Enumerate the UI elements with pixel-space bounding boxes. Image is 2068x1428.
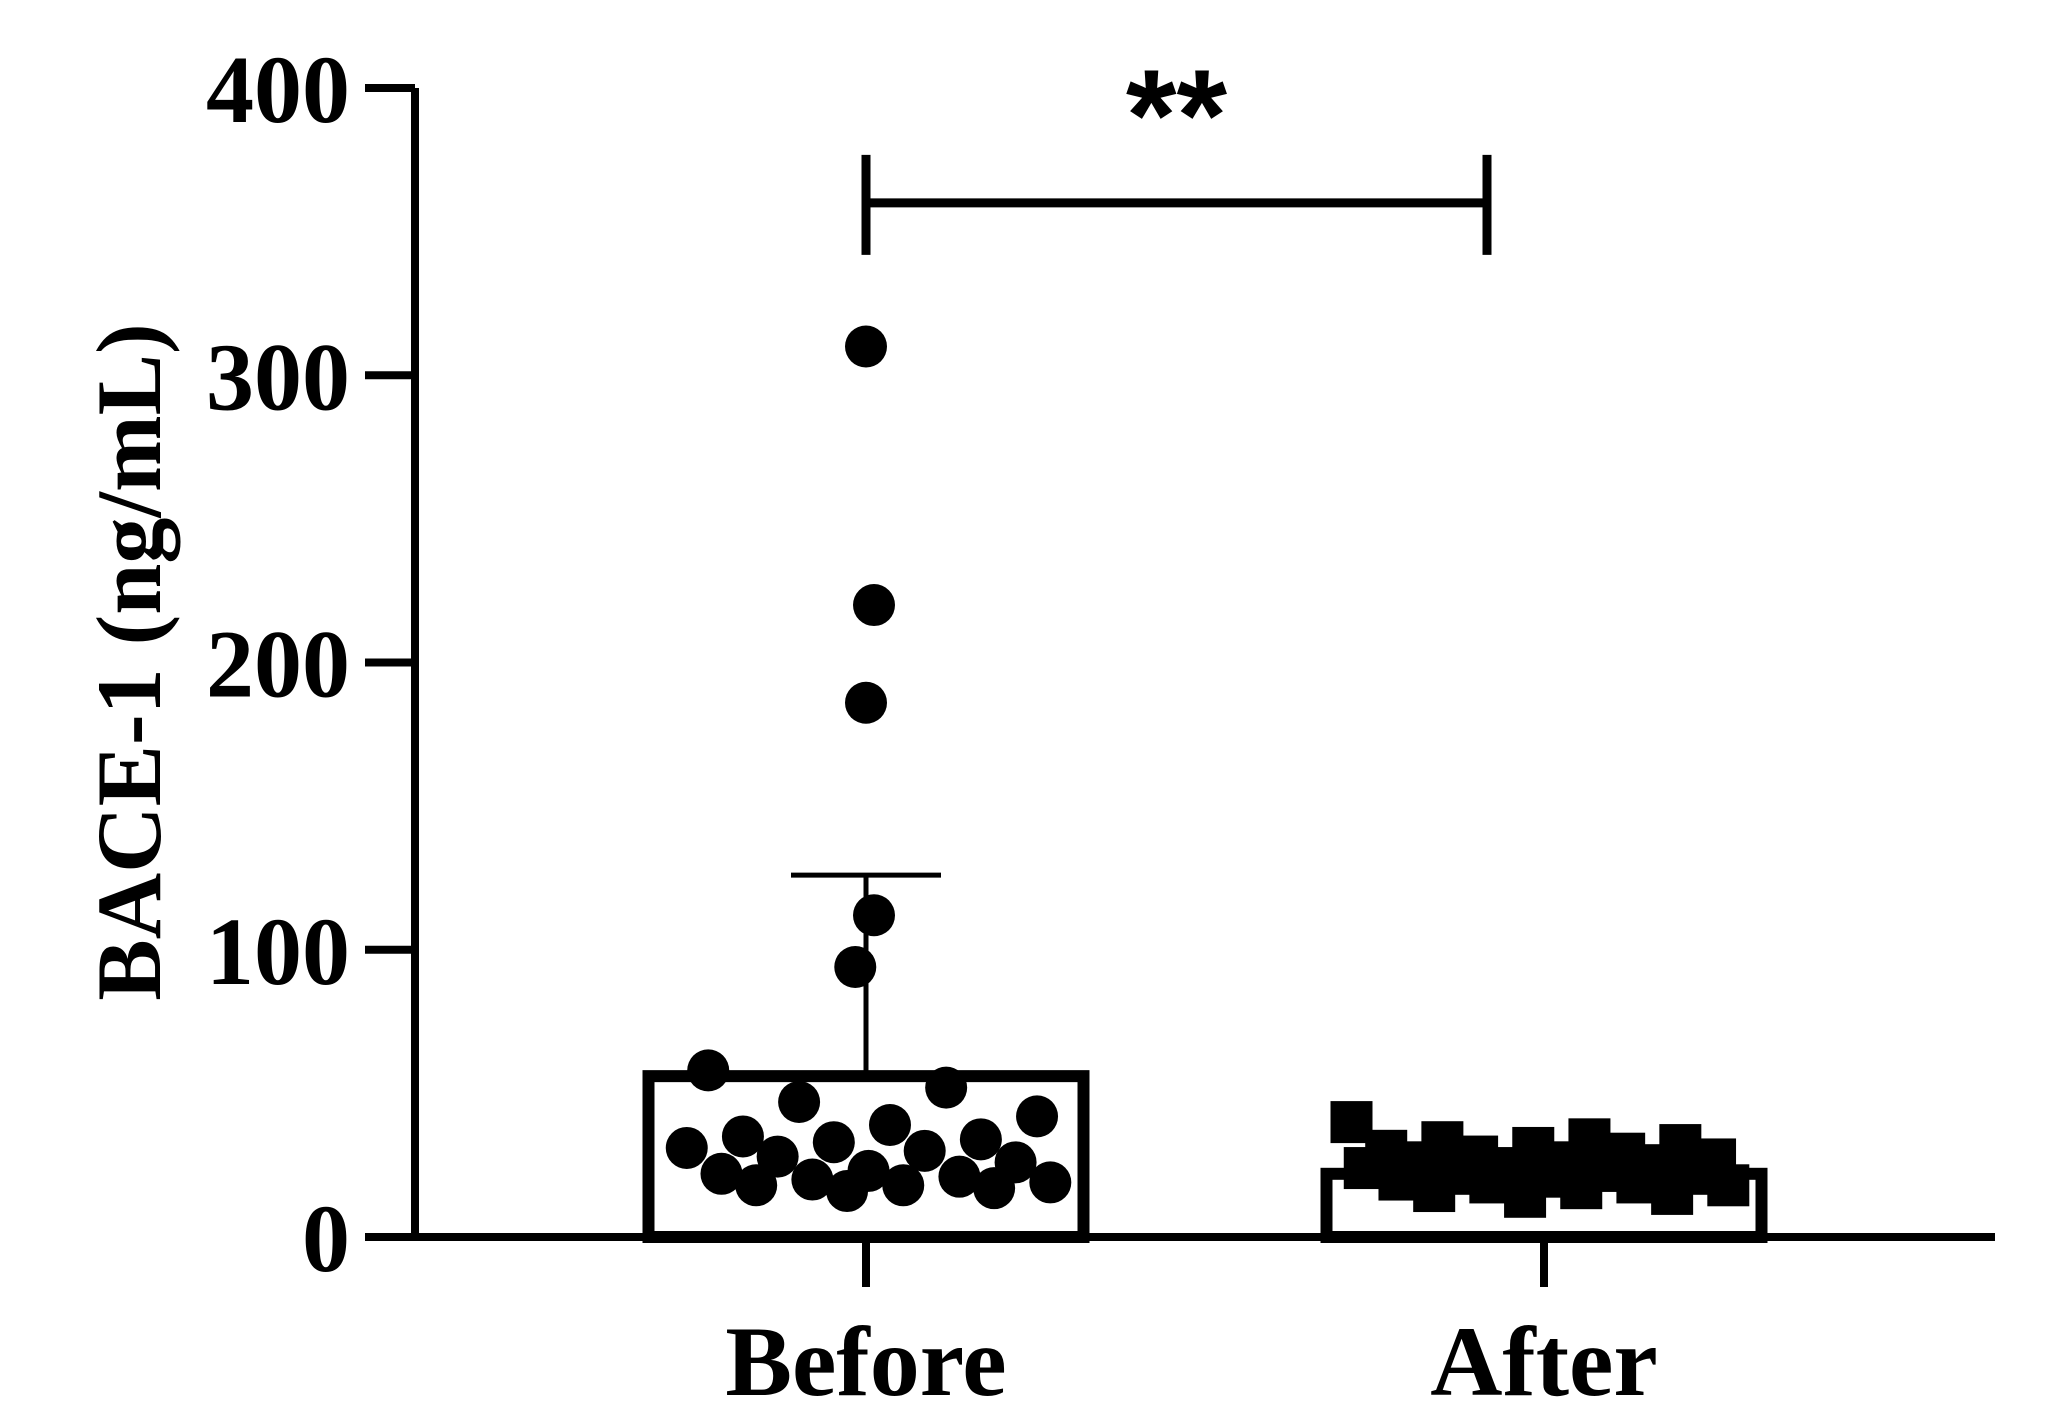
data-point — [1029, 1161, 1072, 1204]
data-point — [1707, 1164, 1750, 1207]
data-point — [791, 1158, 834, 1201]
y-tick-label: 300 — [206, 323, 350, 430]
data-point — [735, 1164, 778, 1207]
data-point — [812, 1121, 855, 1164]
data-point — [853, 584, 895, 627]
y-tick-label: 200 — [206, 611, 350, 718]
data-point — [826, 1170, 869, 1213]
data-point — [925, 1066, 968, 1109]
data-point — [938, 1155, 981, 1198]
data-point — [700, 1152, 743, 1195]
data-point — [868, 1103, 911, 1146]
data-point — [665, 1126, 708, 1169]
data-point — [1413, 1170, 1456, 1213]
y-tick-label: 100 — [206, 898, 350, 1005]
data-point — [834, 945, 877, 988]
data-points — [665, 325, 1750, 1218]
data-point — [882, 1164, 925, 1207]
data-point — [778, 1080, 821, 1123]
data-point — [845, 681, 887, 724]
y-axis: 0 100 200 300 400 — [206, 36, 419, 1292]
data-point — [1504, 1175, 1547, 1218]
x-axis: Before After — [365, 1233, 1995, 1417]
x-tick-label-before: Before — [725, 1306, 1006, 1417]
data-point — [973, 1167, 1016, 1210]
significance-bracket: ** — [861, 42, 1492, 255]
data-point — [903, 1129, 946, 1172]
bar-before — [642, 1070, 1090, 1244]
y-tick-label: 0 — [302, 1185, 350, 1292]
x-tick-label-after: After — [1430, 1306, 1658, 1417]
data-point — [845, 325, 887, 368]
significance-label: ** — [1126, 42, 1228, 188]
y-tick-label: 400 — [206, 36, 350, 143]
data-point — [756, 1135, 799, 1178]
data-point — [687, 1049, 730, 1092]
data-point — [1560, 1167, 1603, 1210]
data-point — [721, 1115, 764, 1158]
data-point — [853, 894, 895, 937]
data-point — [959, 1118, 1002, 1161]
data-point — [1016, 1095, 1059, 1138]
data-point — [1651, 1172, 1694, 1215]
y-axis-title: BACE-1 (ng/mL) — [78, 323, 180, 1000]
